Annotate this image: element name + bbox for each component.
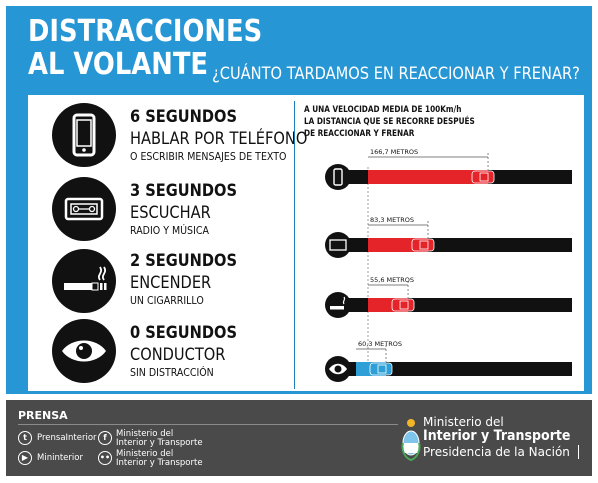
title-line-1: DISTRACCIONES	[28, 14, 263, 49]
chart-note-line-2: LA DISTANCIA QUE SE RECORRE DESPUÉS	[304, 117, 475, 127]
row-3-detail: UN CIGARRILLO	[130, 294, 204, 307]
coat-of-arms-icon	[401, 419, 421, 462]
distance-chart: 166,7 METROS 83,3 METROS 55,6 METROS 60,3 M…	[325, 148, 572, 382]
chart-row-1-distance-label: 166,7 METROS	[370, 148, 418, 156]
flickr-text-line-2: Interior y Transporte	[116, 458, 203, 469]
facebook-text-line-1: Ministerio del	[116, 429, 174, 439]
phone-mini-shape	[333, 168, 343, 186]
flickr-link[interactable]: Ministerio del Interior y Transporte	[116, 449, 203, 469]
ministry-line-2: Interior y Transporte	[423, 428, 571, 444]
cigarette-icon	[52, 249, 116, 313]
phone-mini-icon	[325, 164, 351, 190]
chart-row-4-distance-label: 60,3 METROS	[358, 340, 402, 348]
row-4-seconds: 0 SEGUNDOS	[130, 323, 237, 343]
facebook-text-line-2: Interior y Transporte	[116, 438, 203, 449]
car-window	[479, 172, 489, 182]
chart-row-2-distance-label: 83,3 METROS	[370, 216, 414, 224]
car-window	[377, 364, 387, 374]
footer: PRENSA t PrensaInterior f Ministerio del…	[6, 400, 592, 476]
chart-row-4-track	[336, 362, 572, 376]
row-2-action: ESCUCHAR	[130, 203, 211, 223]
flickr-icon[interactable]: ••	[98, 451, 112, 465]
radio-mini-shape	[329, 239, 347, 251]
column-divider	[294, 101, 295, 389]
chart-row-1-icon	[325, 164, 351, 190]
blue-header-frame: DISTRACCIONES AL VOLANTE ¿CUÁNTO TARDAMO…	[6, 6, 592, 394]
cigarette-mini-smoke	[342, 296, 346, 305]
cigarette-mini-icon	[325, 292, 351, 318]
content-panel: 6 SEGUNDOS HABLAR POR TELÉFONO O ESCRIBI…	[28, 95, 584, 391]
eye-icon	[52, 319, 116, 383]
car-body	[471, 170, 495, 184]
radio-icon	[52, 177, 116, 241]
chart-row-4-car	[369, 362, 393, 376]
chart-row-4-icon	[325, 356, 351, 382]
row-1-detail: O ESCRIBIR MENSAJES DE TEXTO	[130, 150, 287, 163]
youtube-icon[interactable]: ▶	[18, 451, 32, 465]
row-2-detail: RADIO Y MÚSICA	[130, 224, 209, 237]
chart-row-3-car	[391, 298, 415, 312]
chart-row-1-bar	[368, 170, 489, 184]
chart-row-2-car	[411, 238, 435, 252]
row-4-detail: SIN DISTRACCIÓN	[130, 366, 214, 379]
chart-note-line-3: DE REACCIONAR Y FRENAR	[304, 129, 415, 139]
facebook-icon[interactable]: f	[98, 431, 112, 445]
chart-row-1-car	[471, 170, 495, 184]
radio-mini-icon	[325, 232, 351, 258]
ministry-line-1: Ministerio del	[423, 415, 504, 429]
flickr-text-line-1: Ministerio del	[116, 449, 174, 459]
car-body	[411, 238, 435, 252]
car-body	[391, 298, 415, 312]
subtitle: ¿CUÁNTO TARDAMOS EN REACCIONAR Y FRENAR?	[212, 64, 580, 84]
chart-note-line-1: A UNA VELOCIDAD MEDIA DE 100Km/h	[304, 105, 462, 115]
row-3-seconds: 2 SEGUNDOS	[130, 251, 237, 271]
car-window	[399, 300, 409, 310]
chart-row-3-icon	[325, 292, 351, 318]
title-line-2: AL VOLANTE	[28, 47, 209, 82]
cigarette-mini-shape	[330, 306, 344, 310]
row-1-seconds: 6 SEGUNDOS	[130, 107, 237, 127]
chart-row-3-distance-label: 55,6 METROS	[370, 276, 414, 284]
chart-row-2-icon	[325, 232, 351, 258]
youtube-handle[interactable]: Mininterior	[37, 453, 83, 463]
row-1-action: HABLAR POR TELÉFONO	[130, 129, 308, 149]
eye-mini-pupil	[334, 365, 342, 373]
row-3-action: ENCENDER	[130, 273, 212, 293]
car-window	[419, 240, 429, 250]
row-2-seconds: 3 SEGUNDOS	[130, 181, 237, 201]
press-label: PRENSA	[18, 409, 68, 422]
ministry-line-3: Presidencia de la Nación	[423, 445, 570, 459]
car-body	[369, 362, 393, 376]
press-divider	[18, 424, 398, 425]
twitter-icon[interactable]: t	[18, 431, 32, 445]
facebook-link[interactable]: Ministerio del Interior y Transporte	[116, 429, 203, 449]
twitter-handle[interactable]: PrensaInterior	[37, 433, 97, 443]
row-4-action: CONDUCTOR	[130, 345, 226, 365]
phone-icon	[52, 103, 116, 167]
ministry-rule	[578, 445, 579, 459]
